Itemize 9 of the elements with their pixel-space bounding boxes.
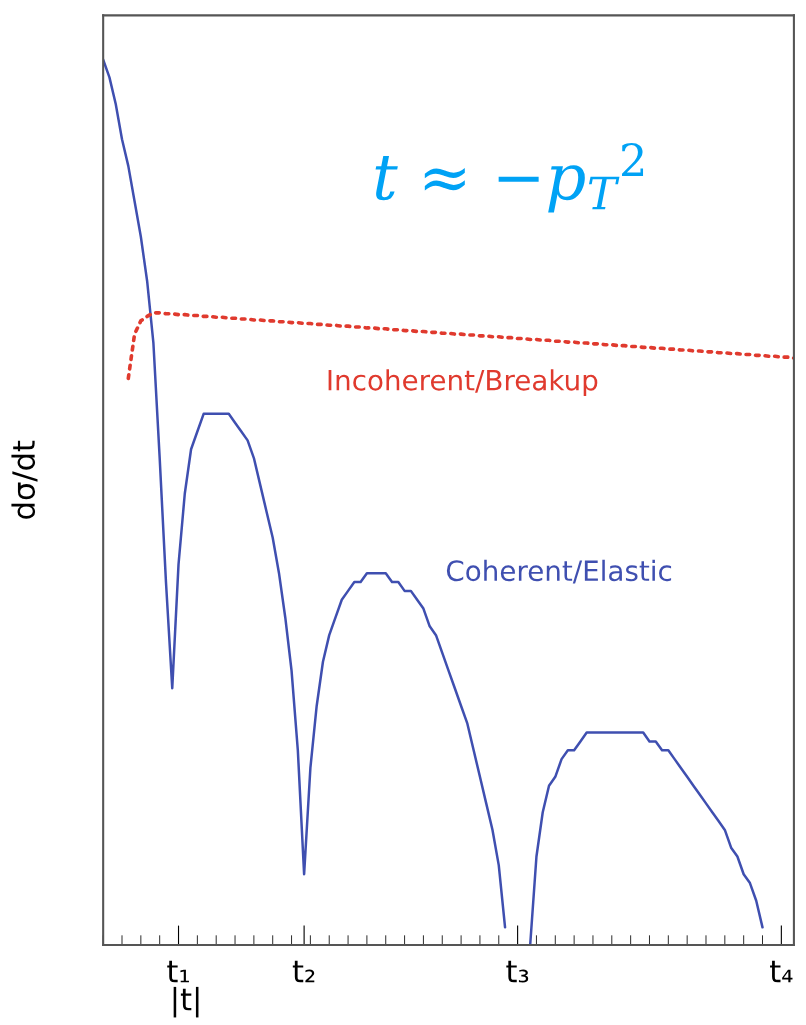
series-label: Incoherent/Breakup <box>328 369 598 397</box>
x-tick-label: t₁ <box>167 960 189 983</box>
series-label: Coherent/Elastic <box>446 559 672 584</box>
annotation: t ≈ −p$_{T}$$^{2}$ <box>375 142 644 213</box>
x-tick-label: t₄ <box>770 960 793 983</box>
x-tick-label: t₂ <box>292 960 315 983</box>
x-tick-label: t₃ <box>506 960 529 983</box>
y-axis-title: dσ/dt <box>11 440 38 519</box>
x-axis-title: |t| <box>173 986 199 1018</box>
